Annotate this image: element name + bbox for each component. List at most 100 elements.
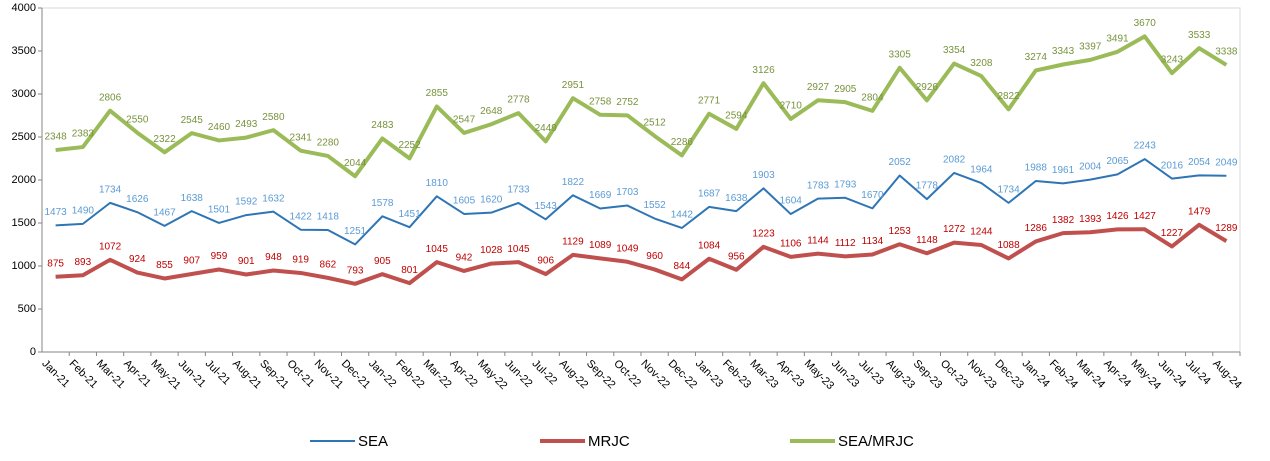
data-label: 1604	[780, 196, 803, 207]
data-label: 2545	[181, 115, 204, 126]
data-label: 1783	[807, 180, 830, 191]
data-label: 1253	[889, 226, 912, 237]
x-tick-label: Dec-23	[992, 358, 1026, 392]
data-label: 1045	[507, 244, 530, 255]
data-label: 1451	[398, 209, 421, 220]
x-tick-label: Feb-22	[393, 358, 426, 391]
data-label: 1592	[235, 197, 258, 208]
x-tick-label: Jul-22	[530, 358, 560, 388]
x-tick-label: Jul-24	[1183, 358, 1213, 388]
y-tick-label: 3000	[12, 88, 36, 100]
data-label: 793	[347, 265, 364, 276]
data-label: 2243	[1134, 141, 1157, 152]
data-label: 3670	[1134, 18, 1157, 29]
data-label: 2044	[344, 158, 367, 169]
data-label: 1473	[44, 207, 67, 218]
x-tick-label: Oct-21	[284, 358, 316, 390]
data-label: 1964	[970, 165, 993, 176]
data-label: 924	[129, 254, 146, 265]
x-tick-label: Jan-22	[366, 358, 398, 390]
data-label: 959	[211, 251, 228, 262]
data-label: 2449	[535, 123, 558, 134]
y-tick-label: 1000	[12, 260, 36, 272]
data-label: 3243	[1161, 55, 1184, 66]
y-tick-label: 3500	[12, 45, 36, 57]
x-tick-label: Jan-23	[693, 358, 725, 390]
data-label: 1049	[616, 243, 639, 254]
data-label: 1605	[453, 196, 476, 207]
data-label: 1620	[480, 194, 503, 205]
data-label: 2951	[562, 80, 585, 91]
data-label: 919	[292, 255, 309, 266]
data-label: 1501	[208, 205, 231, 216]
y-tick-label: 1500	[12, 217, 36, 229]
data-label: 2493	[235, 119, 258, 130]
series-line	[55, 222, 1228, 286]
x-tick-label: Aug-22	[557, 358, 591, 392]
x-tick-label: Apr-24	[1101, 358, 1133, 390]
data-label: 3397	[1079, 41, 1102, 52]
data-label: 1778	[916, 181, 939, 192]
data-label: 1227	[1161, 228, 1184, 239]
data-label: 2926	[916, 82, 939, 93]
series-line	[55, 34, 1228, 179]
data-label: 1669	[589, 190, 612, 201]
data-label: 2778	[507, 95, 530, 106]
data-label: 2771	[698, 95, 721, 106]
data-label: 2855	[426, 88, 449, 99]
x-tick-label: Apr-23	[775, 358, 807, 390]
data-label: 1251	[344, 226, 367, 237]
data-label: 1272	[943, 224, 966, 235]
x-tick-label: Jul-23	[856, 358, 886, 388]
data-label: 2383	[72, 129, 95, 140]
data-label: 1543	[535, 201, 558, 212]
data-label: 905	[374, 256, 391, 267]
data-label: 1089	[589, 240, 612, 251]
data-label: 1129	[562, 237, 584, 248]
data-label: 2004	[1079, 161, 1102, 172]
data-label: 2927	[807, 82, 830, 93]
data-label: 1734	[997, 185, 1020, 196]
x-tick-label: Mar-23	[747, 358, 780, 391]
data-label: 1687	[698, 189, 721, 200]
data-label: 3274	[1025, 52, 1048, 63]
data-label: 1286	[1025, 223, 1048, 234]
x-tick-label: Feb-21	[67, 358, 100, 391]
x-tick-label: Aug-21	[230, 358, 264, 392]
data-label: 1072	[99, 241, 122, 252]
data-label: 3354	[943, 45, 966, 56]
data-label: 2322	[153, 134, 176, 145]
data-label: 2512	[643, 118, 666, 129]
data-label: 862	[320, 260, 337, 271]
data-label: 1426	[1106, 211, 1129, 222]
data-label: 1703	[616, 187, 639, 198]
data-label: 2580	[262, 112, 285, 123]
data-label: 875	[47, 258, 64, 269]
x-tick-label: Aug-24	[1210, 358, 1244, 392]
data-label: 1822	[562, 177, 585, 188]
data-label: 1144	[807, 235, 829, 246]
x-tick-label: Jan-24	[1020, 358, 1052, 390]
x-tick-label: Mar-22	[421, 358, 454, 391]
data-label: 1903	[752, 170, 775, 181]
data-label: 3491	[1106, 33, 1129, 44]
data-label: 906	[537, 256, 554, 267]
data-label: 1988	[1025, 163, 1048, 174]
data-label: 2752	[616, 97, 639, 108]
data-label: 3533	[1188, 30, 1211, 41]
series-line	[55, 158, 1227, 246]
legend-label: SEA	[358, 433, 388, 450]
x-tick-label: Dec-21	[339, 358, 373, 392]
data-label: 1418	[317, 212, 340, 223]
legend-label: MRJC	[588, 433, 630, 450]
x-tick-label: Feb-24	[1047, 358, 1080, 391]
data-label: 1479	[1188, 206, 1211, 217]
data-label: 3126	[752, 65, 775, 76]
data-label: 3208	[970, 58, 993, 69]
data-label: 1393	[1079, 214, 1102, 225]
data-label: 1112	[835, 238, 856, 249]
data-label: 3305	[889, 49, 912, 60]
data-label: 2052	[889, 157, 912, 168]
x-tick-label: Jul-21	[203, 358, 233, 388]
